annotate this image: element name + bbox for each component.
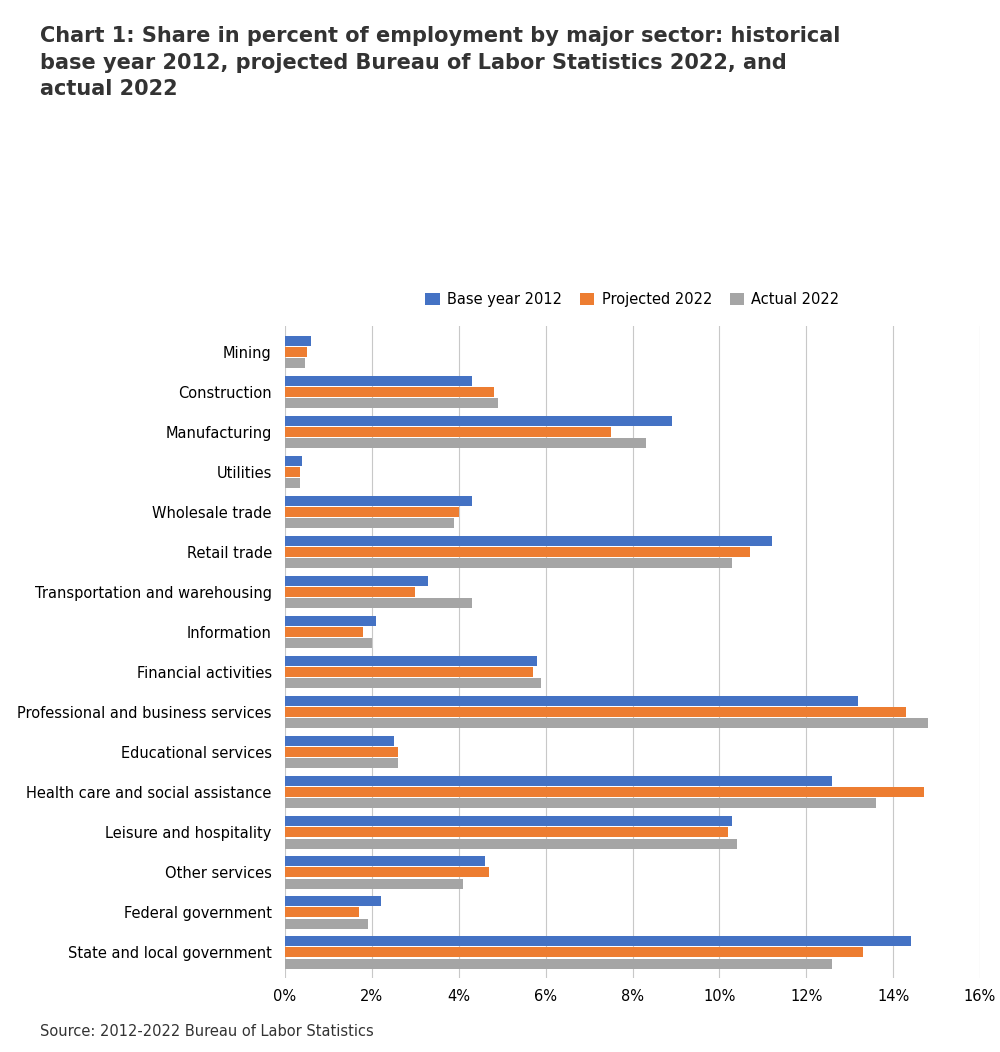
Bar xyxy=(285,559,732,568)
Bar xyxy=(285,907,359,917)
Bar xyxy=(285,816,732,826)
Bar xyxy=(285,958,832,969)
Bar xyxy=(285,656,537,666)
Bar xyxy=(285,798,876,809)
Bar xyxy=(285,336,311,346)
Bar xyxy=(285,495,472,506)
Bar xyxy=(285,878,463,889)
Bar xyxy=(285,896,381,906)
Bar xyxy=(285,399,498,408)
Bar xyxy=(285,667,533,677)
Bar xyxy=(285,787,924,797)
Bar xyxy=(285,576,428,586)
Bar xyxy=(285,948,863,957)
Bar xyxy=(285,707,906,717)
Bar xyxy=(285,416,672,426)
Bar xyxy=(285,376,472,386)
Bar xyxy=(285,758,398,768)
Bar xyxy=(285,347,307,357)
Bar xyxy=(285,776,832,786)
Bar xyxy=(285,547,750,558)
Bar xyxy=(285,427,611,438)
Bar xyxy=(285,387,494,398)
Bar xyxy=(285,467,300,478)
Bar xyxy=(285,679,541,688)
Bar xyxy=(285,616,376,626)
Bar xyxy=(285,639,372,648)
Bar xyxy=(285,507,459,518)
Text: Source: 2012-2022 Bureau of Labor Statistics: Source: 2012-2022 Bureau of Labor Statis… xyxy=(40,1025,374,1039)
Legend: Base year 2012, Projected 2022, Actual 2022: Base year 2012, Projected 2022, Actual 2… xyxy=(425,292,840,307)
Bar xyxy=(285,696,858,706)
Bar xyxy=(285,456,302,466)
Bar xyxy=(285,936,910,946)
Bar xyxy=(285,479,300,488)
Bar xyxy=(285,627,363,638)
Bar xyxy=(285,359,305,368)
Bar xyxy=(285,519,454,528)
Bar xyxy=(285,719,928,728)
Bar xyxy=(285,439,646,448)
Text: Chart 1: Share in percent of employment by major sector: historical
base year 20: Chart 1: Share in percent of employment … xyxy=(40,26,840,99)
Bar xyxy=(285,856,485,866)
Bar xyxy=(285,747,398,757)
Bar xyxy=(285,587,415,598)
Bar xyxy=(285,599,472,608)
Bar xyxy=(285,838,737,849)
Bar xyxy=(285,918,368,929)
Bar xyxy=(285,867,489,877)
Bar xyxy=(285,537,772,546)
Bar xyxy=(285,827,728,837)
Bar xyxy=(285,736,394,746)
